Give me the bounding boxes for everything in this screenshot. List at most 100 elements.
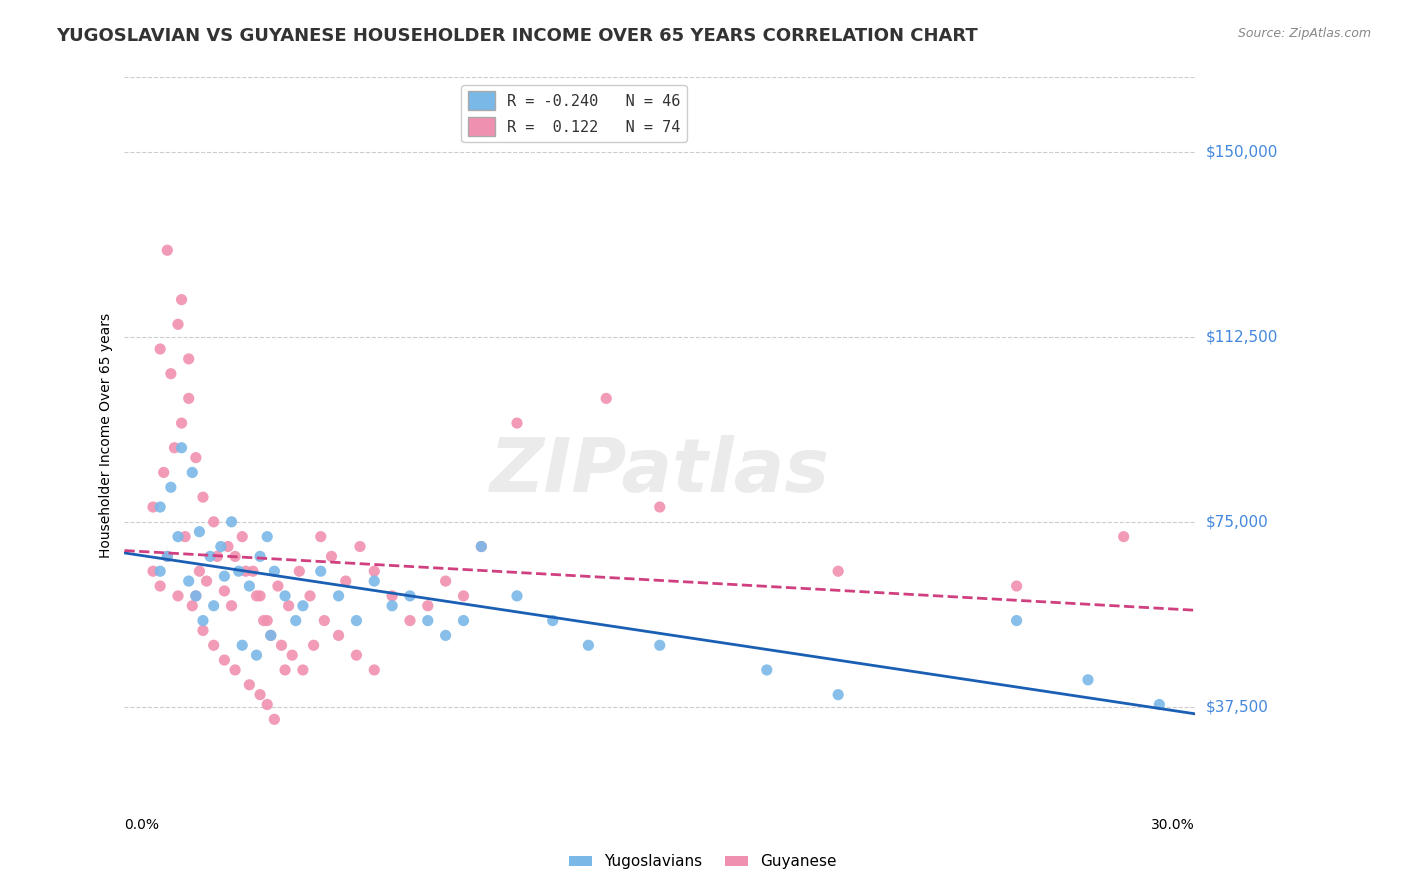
Point (506, 589, 529, 603)
Point (328, 628, 350, 642)
Point (188, 524, 211, 539)
Point (453, 589, 475, 603)
Point (274, 589, 297, 603)
Point (214, 653, 236, 667)
Point (238, 579, 260, 593)
Point (191, 490, 214, 504)
Point (217, 540, 239, 554)
Point (291, 599, 314, 613)
Point (160, 480, 183, 494)
Point (399, 589, 422, 603)
Point (177, 392, 200, 406)
Point (209, 540, 232, 554)
Point (284, 614, 307, 628)
Point (256, 698, 278, 712)
Point (363, 663, 385, 677)
Point (346, 648, 368, 662)
Point (335, 574, 357, 588)
Point (470, 540, 492, 554)
Point (160, 367, 183, 381)
Point (302, 638, 325, 652)
Point (434, 574, 457, 588)
Point (260, 628, 283, 642)
Point (349, 540, 371, 554)
Text: $150,000: $150,000 (1206, 144, 1278, 159)
Point (207, 549, 229, 564)
Text: 30.0%: 30.0% (1152, 818, 1195, 832)
Text: 0.0%: 0.0% (125, 818, 159, 832)
Point (270, 638, 292, 652)
Point (142, 500, 165, 514)
Point (346, 614, 368, 628)
Point (595, 392, 617, 406)
Point (249, 549, 271, 564)
Point (256, 530, 278, 544)
Point (231, 530, 253, 544)
Point (149, 342, 172, 356)
Point (214, 569, 236, 583)
Point (170, 441, 193, 455)
Point (576, 638, 599, 652)
Point (184, 589, 207, 603)
Point (328, 589, 350, 603)
Text: $112,500: $112,500 (1206, 329, 1278, 344)
Point (263, 564, 285, 578)
Point (309, 530, 332, 544)
Point (416, 599, 439, 613)
Legend: R = -0.240   N = 46, R =  0.122   N = 74: R = -0.240 N = 46, R = 0.122 N = 74 (461, 85, 686, 142)
Point (221, 515, 243, 529)
Point (170, 416, 193, 430)
Point (399, 614, 422, 628)
Point (1112, 530, 1135, 544)
Point (245, 589, 267, 603)
Point (184, 589, 207, 603)
Point (202, 638, 225, 652)
Point (184, 450, 207, 465)
Point (221, 599, 243, 613)
Point (1005, 579, 1028, 593)
Point (177, 574, 200, 588)
Point (1005, 614, 1028, 628)
Point (149, 564, 172, 578)
Point (142, 564, 165, 578)
Point (256, 614, 278, 628)
Point (363, 574, 385, 588)
Point (277, 599, 299, 613)
Point (299, 589, 322, 603)
Point (231, 638, 253, 652)
Point (202, 599, 225, 613)
Point (156, 549, 179, 564)
Point (648, 500, 671, 514)
Point (191, 624, 214, 638)
Point (827, 688, 849, 702)
Point (453, 614, 475, 628)
Point (181, 599, 204, 613)
Point (267, 579, 290, 593)
Y-axis label: Householder Income Over 65 years: Householder Income Over 65 years (100, 313, 114, 558)
Point (291, 663, 314, 677)
Point (381, 589, 404, 603)
Point (253, 614, 276, 628)
Point (177, 351, 200, 366)
Point (434, 628, 457, 642)
Text: $75,000: $75,000 (1206, 515, 1268, 529)
Point (1077, 673, 1099, 687)
Point (470, 540, 492, 554)
Legend: Yugoslavians, Guyanese: Yugoslavians, Guyanese (562, 848, 844, 875)
Point (149, 579, 172, 593)
Point (263, 712, 285, 726)
Point (249, 589, 271, 603)
Text: Source: ZipAtlas.com: Source: ZipAtlas.com (1237, 27, 1371, 40)
Text: ZIPatlas: ZIPatlas (489, 434, 830, 508)
Point (202, 515, 225, 529)
Point (381, 599, 404, 613)
Point (191, 614, 214, 628)
Point (188, 564, 211, 578)
Point (198, 549, 221, 564)
Point (260, 628, 283, 642)
Point (167, 589, 190, 603)
Point (416, 614, 439, 628)
Point (1149, 698, 1171, 712)
Text: $37,500: $37,500 (1206, 699, 1270, 714)
Point (249, 688, 271, 702)
